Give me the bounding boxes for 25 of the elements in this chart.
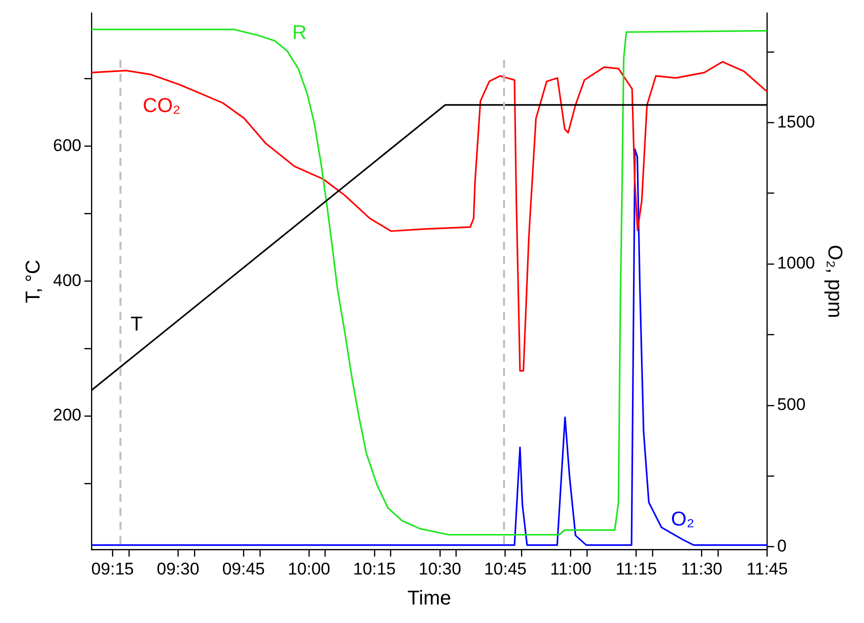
- x-tick-label: 10:00: [288, 559, 330, 578]
- y-tick-label: 400: [52, 270, 82, 290]
- series-label: CO₂: [142, 95, 181, 118]
- x-tick-label: 09:30: [156, 559, 200, 578]
- y-tick-label: 600: [52, 136, 82, 155]
- x-tick-label: 10:45: [484, 559, 527, 578]
- series-label: T: [130, 313, 143, 336]
- x-tick-label: 11:45: [746, 559, 788, 578]
- x-tick-label: 11:15: [616, 559, 657, 578]
- x-tick-label: 11:30: [681, 559, 722, 578]
- x-tick-label: 09:45: [222, 559, 265, 578]
- series-label: O₂: [671, 508, 694, 531]
- y2-tick-label: 0: [777, 536, 787, 556]
- y2-tick-label: 1500: [777, 112, 816, 132]
- y-tick-label: 200: [52, 406, 82, 425]
- y2-tick-label: 500: [777, 395, 806, 414]
- x-tick-label: 11:00: [550, 559, 592, 578]
- x-axis-title: Time: [407, 588, 452, 610]
- series-label: R: [292, 22, 307, 44]
- y-axis-title: T, °C: [22, 260, 45, 304]
- y2-tick-label: 1000: [777, 254, 816, 273]
- x-tick-label: 09:15: [91, 559, 134, 578]
- y2-axis-title: O₂, ppm: [823, 244, 846, 318]
- x-tick-label: 10:15: [353, 559, 396, 578]
- x-tick-label: 10:30: [418, 559, 462, 578]
